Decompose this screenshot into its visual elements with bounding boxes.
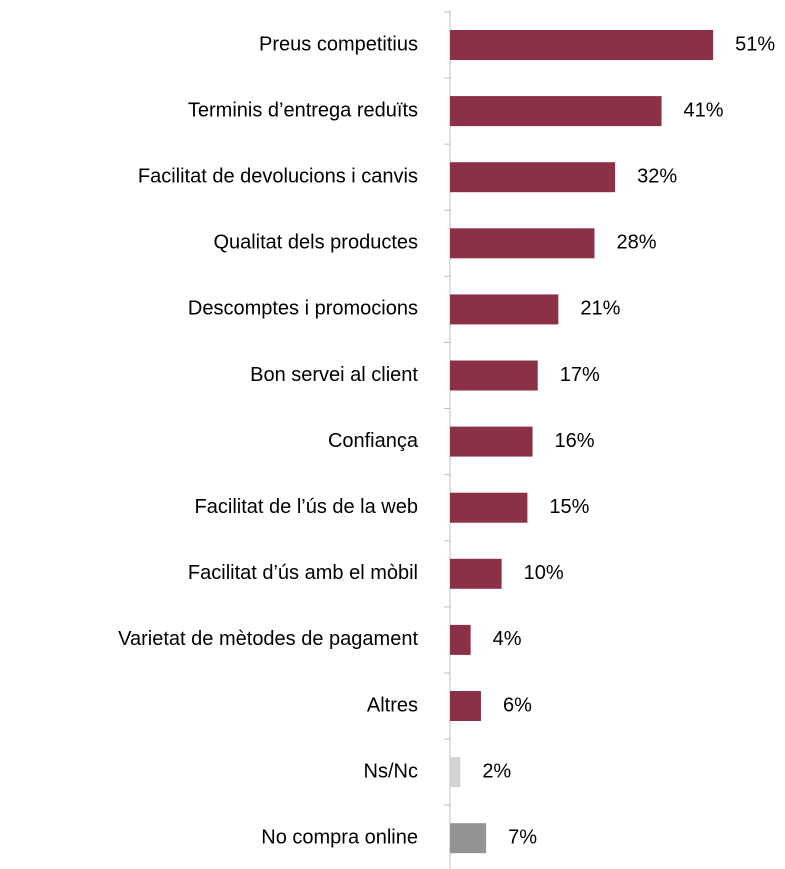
bar — [450, 492, 528, 523]
value-label: 2% — [482, 760, 511, 782]
value-label: 4% — [493, 628, 522, 650]
bar — [450, 30, 714, 60]
category-label: Ns/Nc — [364, 760, 418, 782]
bar — [450, 757, 461, 788]
category-label: Bon servei al client — [250, 364, 418, 386]
bar — [450, 624, 471, 655]
bar — [450, 558, 502, 589]
category-label: Facilitat de devolucions i canvis — [138, 165, 418, 187]
value-label: 15% — [549, 496, 589, 518]
value-label: 17% — [560, 364, 600, 386]
bar — [450, 691, 481, 721]
category-label: Preus competitius — [259, 33, 418, 55]
bar — [450, 96, 662, 127]
bar — [450, 360, 538, 391]
value-label: 51% — [735, 33, 775, 55]
category-label: Terminis d’entrega reduïts — [188, 99, 418, 121]
bar — [450, 823, 487, 854]
category-label: No compra online — [261, 826, 418, 848]
bar — [450, 294, 559, 325]
category-label: Facilitat d’ús amb el mòbil — [188, 562, 418, 584]
value-label: 16% — [555, 430, 595, 452]
value-label: 41% — [684, 99, 724, 121]
value-label: 6% — [503, 694, 532, 716]
value-label: 7% — [508, 826, 537, 848]
category-label: Facilitat de l’ús de la web — [195, 496, 418, 518]
value-label: 21% — [580, 298, 620, 320]
value-label: 10% — [524, 562, 564, 584]
value-label: 32% — [637, 165, 677, 187]
value-label: 28% — [616, 232, 656, 254]
bar — [450, 426, 533, 457]
category-label: Confiança — [328, 430, 419, 452]
bar — [450, 228, 595, 259]
category-label: Altres — [367, 694, 418, 716]
category-label: Varietat de mètodes de pagament — [118, 628, 418, 650]
category-label: Descomptes i promocions — [188, 298, 418, 320]
category-label: Qualitat dels productes — [213, 232, 418, 254]
bar — [450, 162, 616, 193]
